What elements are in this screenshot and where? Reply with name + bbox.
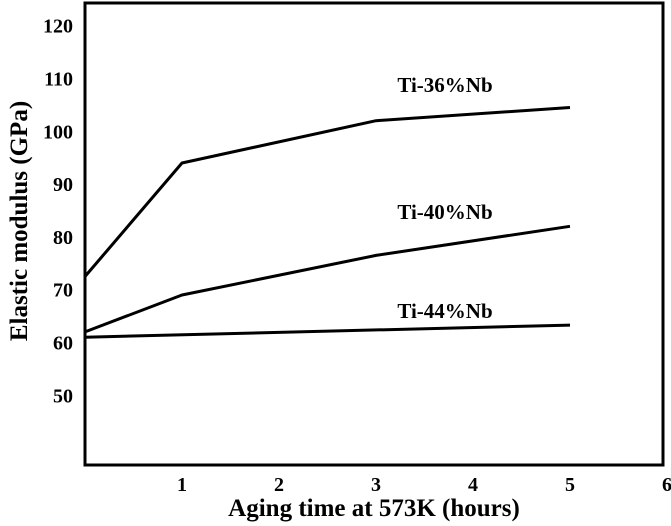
series-line-ti-36-nb: [83, 106, 571, 278]
y-tick-label: 90: [53, 174, 73, 196]
x-tick-label: 2: [274, 474, 284, 496]
series-label-ti-40-nb: Ti-40%Nb: [397, 200, 492, 224]
y-tick-label: 50: [53, 385, 73, 407]
y-tick-label: 120: [43, 16, 73, 38]
y-tick-label: 70: [53, 280, 73, 302]
x-tick-label: 6: [662, 474, 671, 496]
series-line-ti-40-nb: [84, 224, 571, 334]
series-label-layer: Ti-36%Nb Ti-40%Nb Ti-44%Nb: [397, 73, 492, 323]
x-tick-label: 5: [565, 474, 575, 496]
y-axis-title: Elastic modulus (GPa): [6, 101, 33, 341]
y-tick-label: 100: [43, 121, 73, 143]
x-tick-label: 4: [468, 474, 478, 496]
y-tick-label: 80: [53, 227, 73, 249]
plot-frame: [83, 1, 665, 467]
series-layer: [83, 106, 571, 339]
x-axis-title: Aging time at 573K (hours): [228, 495, 520, 522]
tick-layer: 50 60 70 80 90 100 110 120 1 2 3 4 5 6: [43, 16, 671, 496]
y-tick-label: 110: [44, 69, 73, 91]
series-label-ti-44-nb: Ti-44%Nb: [397, 299, 492, 323]
series-label-ti-36-nb: Ti-36%Nb: [397, 73, 492, 97]
series-line-ti-44-nb: [84, 323, 571, 339]
x-tick-label: 1: [177, 474, 187, 496]
y-tick-label: 60: [53, 333, 73, 355]
x-tick-label: 3: [371, 474, 381, 496]
